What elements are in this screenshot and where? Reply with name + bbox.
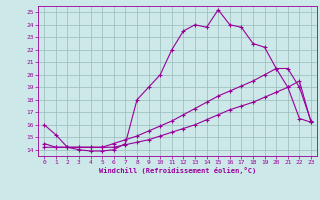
X-axis label: Windchill (Refroidissement éolien,°C): Windchill (Refroidissement éolien,°C) — [99, 167, 256, 174]
